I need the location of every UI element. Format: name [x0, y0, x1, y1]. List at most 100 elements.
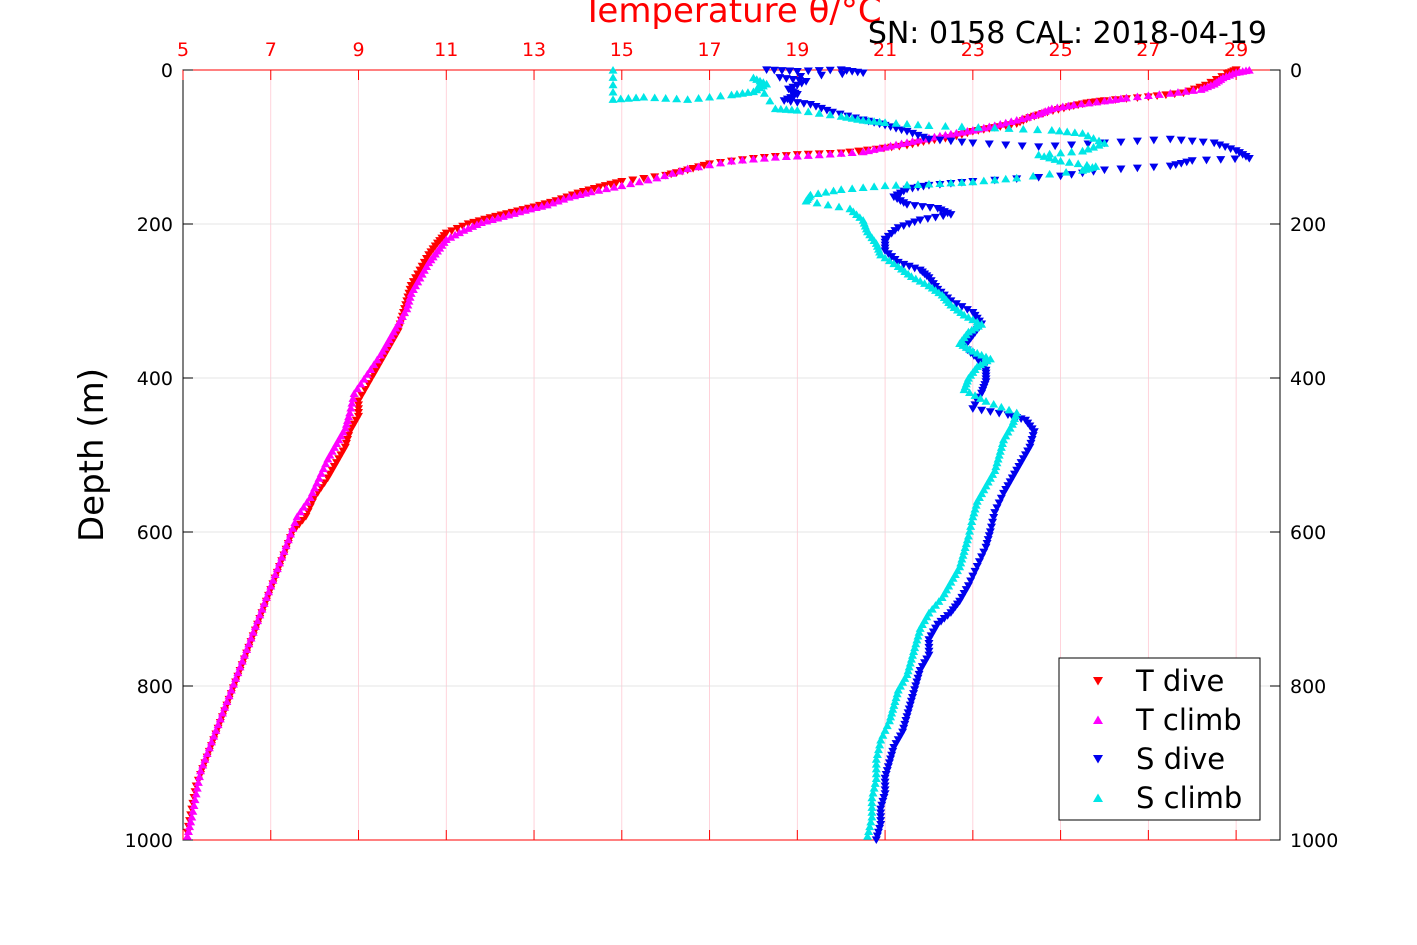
- data-point: [908, 129, 918, 138]
- data-point: [187, 812, 197, 821]
- series-s-climb: [608, 65, 1109, 840]
- data-point: [901, 717, 911, 725]
- legend-marker: [1093, 715, 1103, 724]
- data-point: [341, 439, 351, 448]
- data-point: [915, 216, 925, 225]
- data-point: [889, 744, 899, 752]
- data-point: [961, 539, 971, 548]
- data-series: [182, 65, 1254, 845]
- data-point: [1078, 166, 1088, 174]
- data-point: [694, 94, 704, 102]
- data-point: [292, 512, 302, 521]
- data-point: [1033, 125, 1043, 134]
- x-tick-label: 13: [522, 39, 546, 61]
- data-point: [864, 146, 874, 155]
- data-point: [786, 98, 796, 106]
- data-point: [193, 778, 203, 786]
- data-point: [879, 794, 889, 802]
- data-point: [869, 117, 879, 125]
- data-point: [652, 173, 662, 182]
- data-point: [1132, 137, 1142, 146]
- data-point: [1220, 143, 1230, 152]
- data-point: [910, 643, 920, 652]
- data-point: [769, 66, 779, 75]
- data-point: [1016, 459, 1026, 467]
- y-tick-label-left: 400: [137, 368, 173, 390]
- data-point: [775, 74, 785, 82]
- data-point: [1004, 124, 1014, 132]
- data-point: [876, 813, 886, 821]
- data-point: [902, 180, 912, 189]
- data-point: [520, 206, 530, 214]
- data-point: [858, 69, 868, 78]
- data-point: [498, 212, 508, 220]
- data-point: [913, 631, 923, 640]
- data-point: [242, 645, 252, 654]
- data-point: [909, 690, 919, 698]
- data-point: [1181, 87, 1191, 95]
- data-point: [705, 92, 715, 101]
- data-point: [951, 128, 961, 137]
- data-point: [886, 712, 896, 721]
- data-point: [1110, 95, 1120, 103]
- data-point: [880, 142, 890, 151]
- data-point: [631, 93, 641, 102]
- data-point: [812, 198, 822, 207]
- data-point: [902, 138, 912, 146]
- data-point: [792, 151, 802, 160]
- data-point: [204, 743, 214, 752]
- data-point: [1039, 152, 1049, 160]
- x-tick-label: 21: [873, 39, 897, 61]
- data-point: [803, 151, 813, 159]
- data-point: [601, 184, 611, 193]
- data-point: [405, 293, 415, 301]
- data-point: [354, 405, 364, 413]
- data-point: [354, 412, 364, 421]
- data-point: [880, 118, 890, 126]
- data-point: [1012, 466, 1022, 475]
- data-point: [875, 117, 885, 126]
- data-point: [340, 443, 350, 452]
- data-point: [867, 808, 877, 816]
- data-point: [816, 71, 826, 80]
- x-tick-label: 15: [610, 39, 634, 61]
- data-point: [250, 622, 260, 630]
- data-point: [977, 389, 987, 398]
- data-point: [962, 306, 972, 314]
- data-point: [961, 586, 971, 594]
- data-point: [594, 186, 604, 194]
- data-point: [785, 67, 795, 76]
- data-point: [1116, 138, 1126, 147]
- data-point: [960, 543, 970, 551]
- data-point: [459, 226, 469, 234]
- data-point: [788, 76, 798, 84]
- data-point: [189, 801, 199, 809]
- data-point: [869, 182, 879, 191]
- data-point: [967, 517, 977, 526]
- legend: T dive T climb S dive S climb: [1058, 657, 1261, 821]
- data-point: [190, 795, 200, 804]
- data-point: [345, 408, 355, 417]
- data-point: [1005, 478, 1015, 486]
- data-point: [422, 255, 432, 263]
- data-point: [277, 552, 287, 561]
- data-point: [281, 541, 291, 550]
- data-point: [984, 532, 994, 540]
- data-point: [903, 709, 913, 717]
- data-point: [837, 70, 847, 79]
- data-point: [888, 705, 898, 713]
- data-point: [667, 169, 677, 177]
- data-point: [816, 104, 826, 113]
- data-point: [990, 123, 1000, 132]
- data-point: [959, 385, 969, 394]
- data-point: [959, 590, 969, 598]
- data-point: [357, 391, 367, 400]
- data-point: [871, 755, 881, 763]
- data-point: [781, 75, 791, 83]
- data-point: [836, 112, 846, 120]
- data-point: [814, 67, 824, 75]
- data-point: [1026, 439, 1036, 448]
- data-point: [988, 518, 998, 527]
- data-point: [858, 116, 868, 124]
- data-point: [876, 250, 886, 259]
